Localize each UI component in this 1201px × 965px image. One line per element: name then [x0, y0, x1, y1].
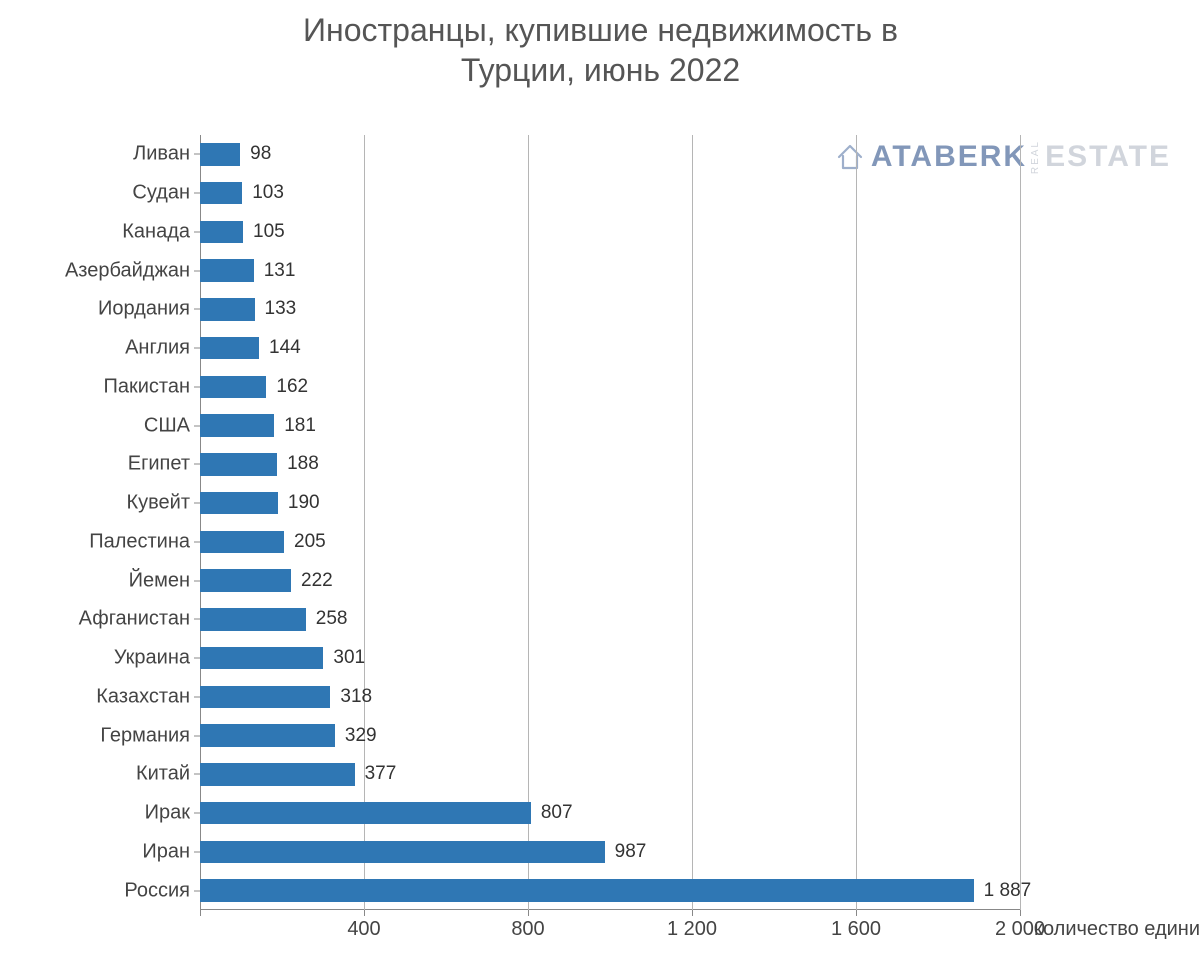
- y-tick-label: Йемен: [129, 569, 200, 592]
- bar-value-label: 133: [265, 298, 297, 320]
- bar-value-label: 329: [345, 725, 377, 747]
- y-tick-label: США: [144, 414, 200, 437]
- chart-title: Иностранцы, купившие недвижимость в Турц…: [0, 0, 1201, 90]
- bar: [200, 569, 291, 591]
- bar-value-label: 190: [288, 492, 320, 514]
- watermark-brand2: ESTATE: [1045, 140, 1171, 174]
- gridline: [528, 135, 529, 910]
- bar-value-label: 105: [253, 221, 285, 243]
- bar: [200, 763, 355, 785]
- bar-value-label: 1 887: [984, 880, 1032, 902]
- bar-value-label: 131: [264, 260, 296, 282]
- bar: [200, 143, 240, 165]
- y-tick-label: Египет: [128, 453, 200, 476]
- bar: [200, 182, 242, 204]
- bar: [200, 492, 278, 514]
- y-tick-label: Азербайджан: [65, 259, 200, 282]
- bar: [200, 414, 274, 436]
- bar: [200, 531, 284, 553]
- x-tick-mark: [200, 910, 201, 916]
- bar: [200, 802, 531, 824]
- bar-value-label: 807: [541, 802, 573, 824]
- bar-value-label: 318: [340, 686, 372, 708]
- bar: [200, 724, 335, 746]
- bar-value-label: 205: [294, 531, 326, 553]
- bar-value-label: 188: [287, 453, 319, 475]
- bar: [200, 376, 266, 398]
- bar-value-label: 258: [316, 608, 348, 630]
- bar: [200, 686, 330, 708]
- gridline: [1020, 135, 1021, 910]
- plot-area: 4008001 2001 6002 000Ливан98Судан103Кана…: [200, 135, 1020, 910]
- bar: [200, 337, 259, 359]
- gridline: [364, 135, 365, 910]
- y-tick-label: Китай: [136, 763, 200, 786]
- bar-value-label: 144: [269, 337, 301, 359]
- bar: [200, 647, 323, 669]
- bar: [200, 259, 254, 281]
- bar-value-label: 301: [333, 647, 365, 669]
- y-tick-label: Казахстан: [96, 685, 200, 708]
- x-tick-label: 1 600: [831, 910, 881, 941]
- bar: [200, 221, 243, 243]
- y-tick-label: Россия: [124, 879, 200, 902]
- y-tick-label: Иордания: [98, 298, 200, 321]
- y-tick-label: Англия: [125, 337, 200, 360]
- x-tick-label: 400: [347, 910, 380, 941]
- bar-value-label: 98: [250, 143, 271, 165]
- watermark-brand-small: REAL: [1031, 140, 1041, 174]
- x-tick-label: 1 200: [667, 910, 717, 941]
- chart-title-line2: Турции, июнь 2022: [461, 52, 740, 88]
- y-tick-label: Пакистан: [103, 375, 200, 398]
- bar-value-label: 103: [252, 182, 284, 204]
- x-tick-label: 800: [511, 910, 544, 941]
- gridline: [856, 135, 857, 910]
- chart-container: Иностранцы, купившие недвижимость в Турц…: [0, 0, 1201, 965]
- y-tick-label: Афганистан: [79, 608, 200, 631]
- bar: [200, 608, 306, 630]
- y-tick-label: Германия: [100, 724, 200, 747]
- y-tick-label: Канада: [122, 220, 200, 243]
- x-axis-line: [200, 909, 1020, 910]
- y-tick-label: Ирак: [145, 802, 200, 825]
- bar-value-label: 181: [284, 415, 316, 437]
- bar-value-label: 162: [276, 376, 308, 398]
- bar: [200, 841, 605, 863]
- y-tick-label: Кувейт: [126, 492, 200, 515]
- bar-value-label: 377: [365, 763, 397, 785]
- bar-value-label: 987: [615, 841, 647, 863]
- bar-value-label: 222: [301, 570, 333, 592]
- y-tick-label: Украина: [114, 647, 200, 670]
- chart-title-line1: Иностранцы, купившие недвижимость в: [303, 12, 898, 48]
- bar: [200, 453, 277, 475]
- x-axis-label: количество единиц: [1034, 918, 1201, 941]
- y-axis-line: [200, 135, 201, 910]
- y-tick-label: Ливан: [133, 143, 200, 166]
- y-tick-label: Судан: [132, 182, 200, 205]
- y-tick-label: Иран: [142, 840, 200, 863]
- bar: [200, 298, 255, 320]
- gridline: [692, 135, 693, 910]
- y-tick-label: Палестина: [89, 530, 200, 553]
- bar: [200, 879, 974, 901]
